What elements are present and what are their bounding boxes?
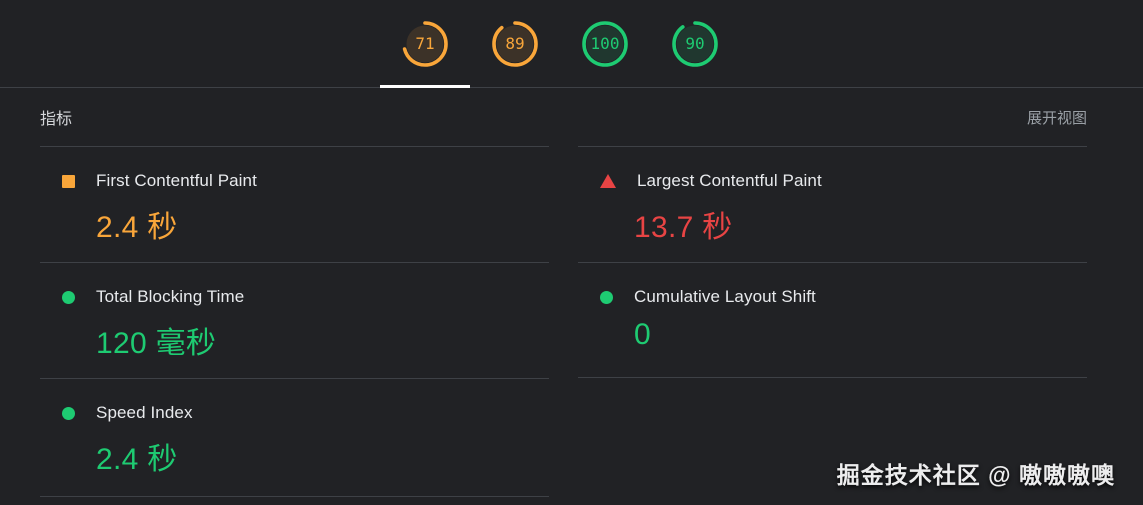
- metrics-title: 指标: [40, 111, 73, 128]
- metric-label: Largest Contentful Paint: [637, 171, 822, 190]
- metric-card-cumulative-layout-shift: Cumulative Layout Shift 0: [578, 262, 1087, 378]
- metric-value: 0: [634, 318, 651, 351]
- score-ring-icon: [582, 20, 628, 67]
- metric-label: Speed Index: [96, 403, 193, 422]
- score-gauges-row: 71 89 100 90: [380, 0, 763, 88]
- circle-icon: [62, 290, 75, 304]
- metric-value: 120 毫秒: [96, 327, 217, 360]
- metric-value: 13.7 秒: [634, 211, 733, 244]
- metrics-grid: First Contentful Paint 2.4 秒 Total Block…: [40, 146, 1087, 497]
- score-value: 100: [590, 34, 620, 53]
- metric-value: 2.4 秒: [96, 443, 178, 476]
- circle-icon: [62, 406, 75, 420]
- triangle-icon: [600, 174, 616, 188]
- score-value: 90: [685, 34, 705, 53]
- score-value: 71: [415, 34, 435, 53]
- circle-icon: [600, 290, 613, 304]
- metric-card-speed-index: Speed Index 2.4 秒: [40, 378, 549, 497]
- metric-label: Total Blocking Time: [96, 287, 245, 306]
- metric-label: Cumulative Layout Shift: [634, 287, 816, 306]
- score-gauges-header: 71 89 100 90: [0, 0, 1143, 88]
- score-ring-icon: [672, 20, 718, 67]
- score-gauge-100[interactable]: 100: [560, 0, 650, 87]
- score-gauge-90[interactable]: 90: [650, 0, 740, 87]
- metric-label: First Contentful Paint: [96, 171, 257, 190]
- square-icon: [62, 174, 75, 188]
- metric-card-total-blocking-time: Total Blocking Time 120 毫秒: [40, 262, 549, 378]
- watermark: 掘金技术社区 @ 嗷嗷嗷噢: [836, 462, 1115, 488]
- metric-value: 2.4 秒: [96, 211, 178, 244]
- metric-card-largest-contentful-paint: Largest Contentful Paint 13.7 秒: [578, 146, 1087, 262]
- score-gauge-89[interactable]: 89: [470, 0, 560, 87]
- score-ring-icon: [402, 20, 448, 67]
- expand-view-link[interactable]: 展开视图: [1026, 109, 1087, 127]
- metrics-section: 指标 展开视图 First Contentful Paint 2.4 秒 Tot…: [0, 88, 1143, 497]
- metrics-header-row: 指标 展开视图: [40, 88, 1087, 146]
- metrics-column-right: Largest Contentful Paint 13.7 秒 Cumulati…: [578, 146, 1087, 497]
- metric-card-first-contentful-paint: First Contentful Paint 2.4 秒: [40, 146, 549, 262]
- score-gauge-71[interactable]: 71: [380, 0, 470, 88]
- score-ring-icon: [492, 20, 538, 67]
- metrics-column-left: First Contentful Paint 2.4 秒 Total Block…: [40, 146, 549, 497]
- score-value: 89: [505, 34, 525, 53]
